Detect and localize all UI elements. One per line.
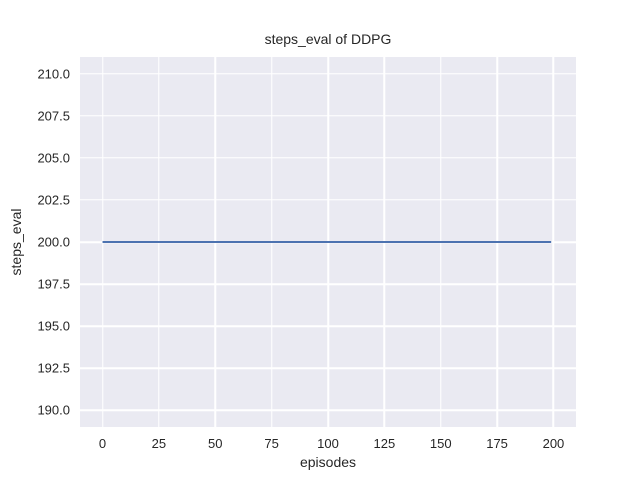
y-tick-label: 190.0 — [37, 402, 70, 418]
gridline-horizontal — [80, 157, 576, 159]
x-tick-label: 75 — [264, 436, 279, 451]
x-tick-label: 125 — [373, 436, 396, 451]
gridline-horizontal — [80, 283, 576, 285]
plot-area — [80, 57, 576, 427]
y-tick-label: 200.0 — [37, 234, 70, 250]
y-tick-label: 202.5 — [37, 192, 70, 208]
gridline-horizontal — [80, 325, 576, 327]
y-tick-label: 205.0 — [37, 150, 70, 166]
y-tick-label: 192.5 — [37, 360, 70, 376]
gridline-horizontal — [80, 367, 576, 369]
gridline-horizontal — [80, 115, 576, 117]
x-tick-label: 25 — [151, 436, 167, 451]
series-plot — [80, 57, 576, 427]
y-tick-label: 207.5 — [37, 108, 70, 124]
x-tick-label: 150 — [429, 436, 452, 451]
y-tick-label: 195.0 — [37, 318, 70, 334]
gridline-horizontal — [80, 199, 576, 201]
y-axis-label: steps_eval — [8, 208, 24, 276]
x-tick-label: 175 — [486, 436, 508, 451]
x-tick-label: 100 — [317, 436, 339, 451]
chart-title: steps_eval of DDPG — [264, 31, 392, 47]
gridline-horizontal — [80, 409, 576, 411]
x-axis-label: episodes — [299, 454, 357, 470]
x-tick-label: 200 — [542, 436, 565, 451]
y-tick-label: 197.5 — [37, 276, 70, 292]
x-tick-label: 0 — [98, 436, 107, 451]
y-tick-label: 210.0 — [37, 66, 70, 82]
gridline-horizontal — [80, 73, 576, 75]
x-tick-label: 50 — [208, 436, 223, 451]
